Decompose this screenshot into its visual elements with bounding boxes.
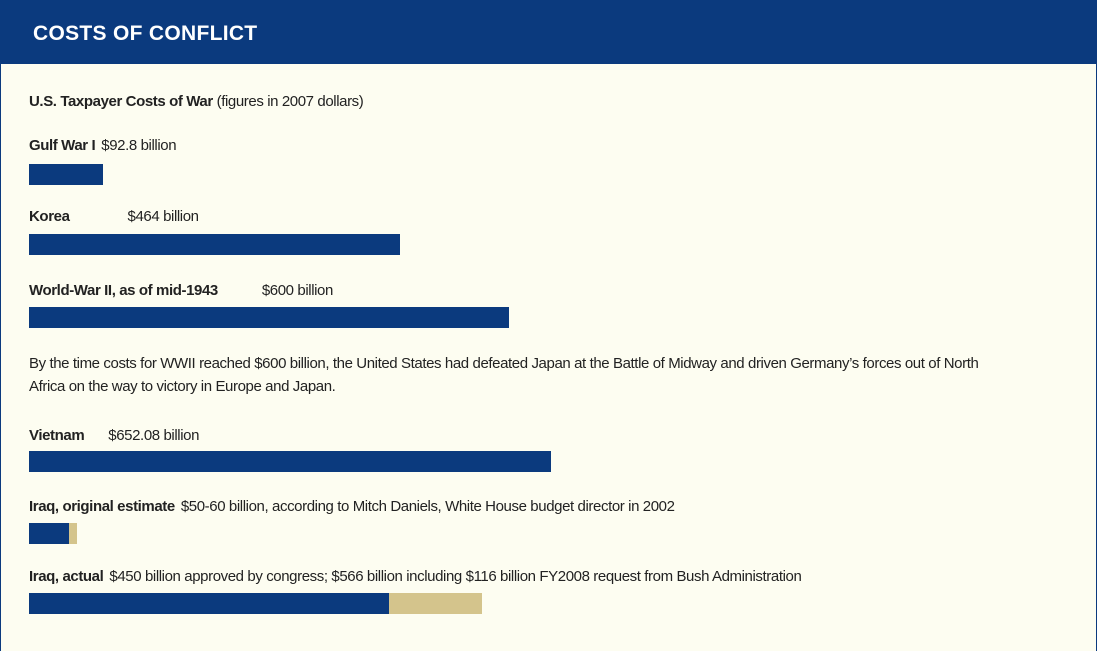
category-label: Vietnam: [29, 427, 85, 444]
row-label: Iraq, original estimate $50-60 billion, a…: [29, 498, 675, 515]
chart-title: U.S. Taxpayer Costs of War: [29, 93, 213, 110]
row-label: Gulf War I $92.8 billion: [29, 137, 177, 154]
header: COSTS OF CONFLICT: [1, 0, 1096, 64]
category-label: Korea: [29, 208, 70, 225]
bar: [389, 593, 482, 614]
bar: [29, 523, 69, 544]
value-label: $450 billion approved by congress; $566 …: [109, 568, 802, 585]
chart-subtitle: (figures in 2007 dollars): [216, 93, 364, 110]
row-label: World-War II, as of mid-1943 $600 billion: [29, 282, 333, 299]
bar: [29, 234, 401, 255]
header-title: COSTS OF CONFLICT: [33, 22, 258, 45]
bar: [29, 593, 389, 614]
annotation: By the time costs for WWII reached $600 …: [29, 355, 979, 395]
bar: [29, 164, 104, 185]
value-label: $50-60 billion, according to Mitch Danie…: [180, 498, 675, 515]
value-label: $92.8 billion: [101, 137, 177, 154]
bar: [69, 523, 77, 544]
category-label: Iraq, actual: [29, 568, 104, 585]
bar: [29, 451, 551, 472]
value-label: $652.08 billion: [108, 427, 200, 444]
chart-heading: U.S. Taxpayer Costs of War (figures in 2…: [29, 93, 364, 110]
row-label: Iraq, actual $450 billion approved by con…: [29, 568, 802, 585]
row-label: Vietnam $652.08 billion: [29, 427, 199, 444]
category-label: World-War II, as of mid-1943: [29, 282, 218, 299]
value-label: $464 billion: [127, 208, 199, 225]
row-label: Korea $464 billion: [29, 208, 199, 225]
category-label: Iraq, original estimate: [29, 498, 175, 515]
category-label: Gulf War I: [29, 137, 96, 154]
value-label: $600 billion: [261, 282, 333, 299]
bar: [29, 307, 509, 328]
